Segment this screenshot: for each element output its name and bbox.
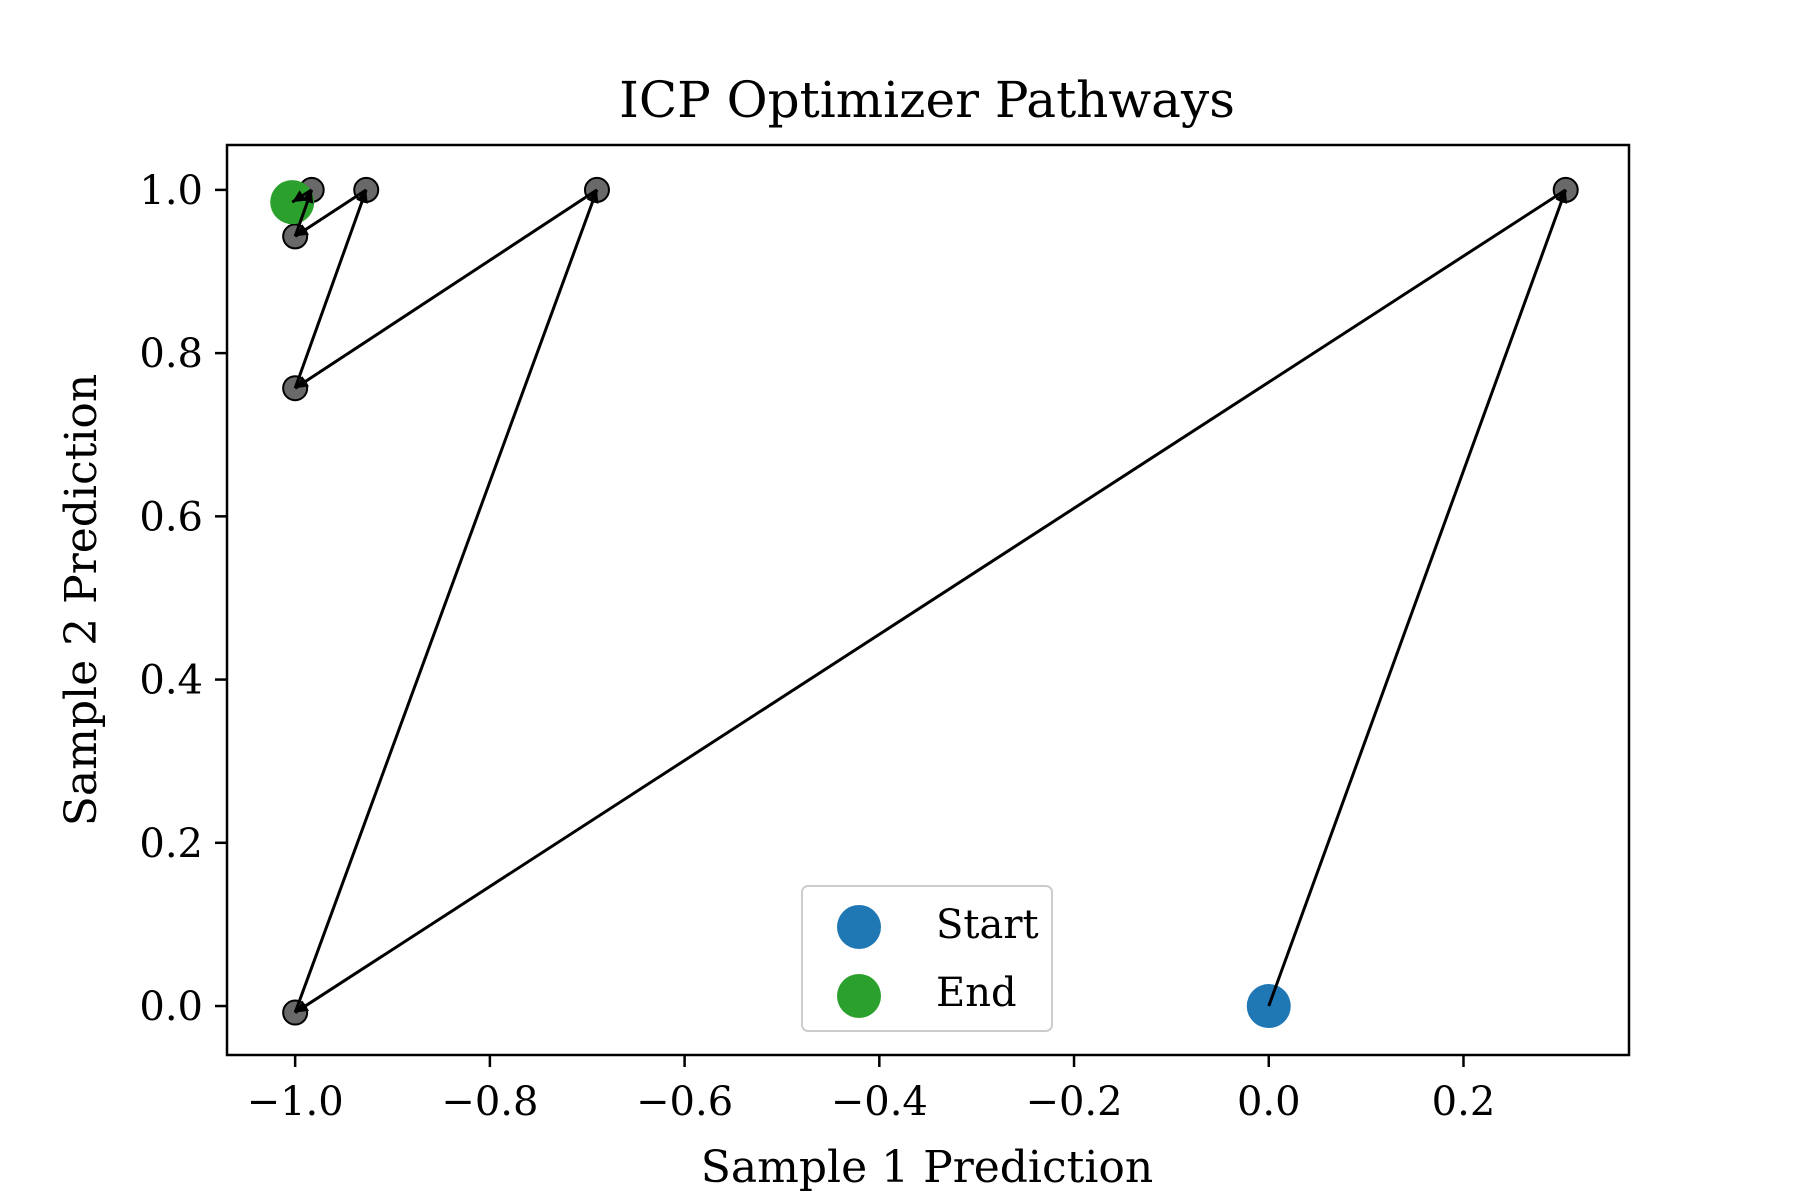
y-tick-label: 0.0 <box>139 984 203 1030</box>
x-tick-label: 0.0 <box>1237 1079 1301 1125</box>
path-segment <box>294 188 368 238</box>
path-arrowhead <box>356 189 368 204</box>
legend-end-marker <box>837 974 881 1018</box>
y-tick-label: 0.4 <box>139 658 203 704</box>
path-segment <box>293 189 599 1014</box>
path-segment <box>294 188 1567 1014</box>
path-segment <box>291 188 313 204</box>
y-tick-label: 0.2 <box>139 821 203 867</box>
path-arrowhead <box>292 190 307 203</box>
x-axis-ticks: −1.0 −0.8 −0.6 −0.4 −0.2 0.0 0.2 <box>247 1055 1496 1125</box>
path-arrowhead <box>295 1000 310 1013</box>
path-arrowhead <box>295 224 310 237</box>
path-arrowhead <box>586 189 599 204</box>
y-tick-label: 0.6 <box>139 494 203 540</box>
legend: Start End <box>801 885 1053 1032</box>
legend-start-marker <box>837 905 881 949</box>
path-segment-line <box>293 189 599 1014</box>
y-tick-label: 1.0 <box>139 168 203 214</box>
path-segment <box>1267 189 1568 1007</box>
x-axis-label: Sample 1 Prediction <box>701 1142 1153 1193</box>
x-tick-label: −0.8 <box>441 1079 538 1125</box>
path-segment <box>294 188 598 390</box>
path-segment-line <box>294 188 598 390</box>
x-tick-label: −0.4 <box>831 1079 928 1125</box>
path-segment <box>293 189 368 389</box>
y-axis-label: Sample 2 Prediction <box>56 374 107 826</box>
x-tick-label: −0.6 <box>636 1079 733 1125</box>
path-segment-line <box>293 189 368 389</box>
legend-end-label: End <box>936 970 1017 1016</box>
path-segment-line <box>294 188 1567 1014</box>
y-tick-label: 0.8 <box>139 331 203 377</box>
legend-start-label: Start <box>936 902 1039 948</box>
path-segment-line <box>294 188 368 238</box>
path-arrowhead <box>295 376 310 389</box>
chart-title: ICP Optimizer Pathways <box>619 71 1235 129</box>
path-segment-line <box>1267 189 1568 1007</box>
y-axis-ticks: 0.0 0.2 0.4 0.6 0.8 1.0 <box>139 168 227 1030</box>
x-tick-label: 0.2 <box>1432 1079 1496 1125</box>
x-tick-label: −1.0 <box>247 1079 344 1125</box>
path-arrowhead <box>1555 189 1568 204</box>
x-tick-label: −0.2 <box>1025 1079 1122 1125</box>
plot-frame <box>225 143 1631 1057</box>
plot-marks <box>270 176 1579 1029</box>
